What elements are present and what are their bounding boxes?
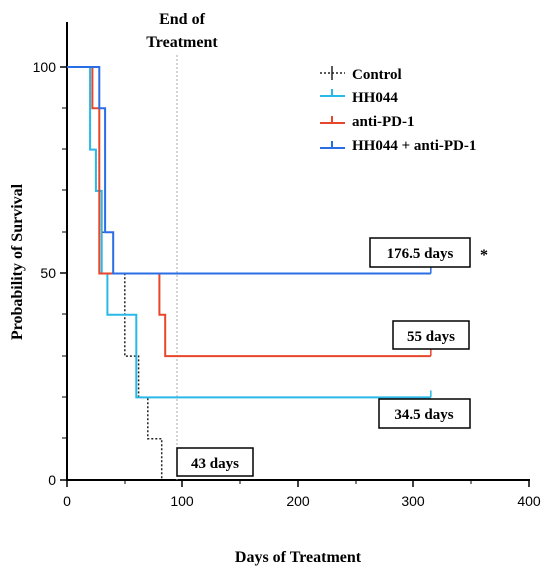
x-ticks [66, 480, 530, 487]
legend-label-anti-pd-1: anti-PD-1 [352, 114, 415, 130]
series-layer [67, 66, 432, 480]
curve-hh044-anti-pd-1 [67, 66, 431, 275]
x-tick-label-200: 200 [286, 493, 310, 509]
y-tick-label-0: 0 [48, 472, 56, 488]
legend-item-hh044-anti-pd-1: HH044 + anti-PD-1 [320, 138, 476, 154]
y-axis-title: Probability of Survival [9, 183, 26, 340]
median-label-hh044: 34.5 days [378, 398, 471, 429]
x-tick-label-100: 100 [170, 493, 194, 509]
significance-star: * [480, 247, 488, 264]
median-label-box [392, 320, 470, 350]
legend-label-hh044: HH044 [352, 90, 398, 106]
y-tick-label-50: 50 [40, 265, 56, 281]
y-tick-label-100: 100 [33, 59, 57, 75]
end-of-treatment-label-line1: End of [159, 11, 205, 28]
median-label-box [378, 398, 471, 429]
curve-anti-pd-1 [67, 66, 431, 358]
median-label-text: 43 days [191, 456, 239, 472]
median-label-hh044-anti-pd-1: 176.5 days [369, 237, 471, 268]
median-label-text: 176.5 days [387, 246, 454, 262]
legend: Control HH044 anti-PD-1 HH044 + anti-PD-… [320, 66, 476, 154]
end-of-treatment-label-line2: Treatment [146, 34, 218, 51]
legend-item-control: Control [320, 66, 402, 83]
median-label-text: 34.5 days [394, 407, 453, 423]
x-tick-label-0: 0 [63, 493, 71, 509]
median-label-box [369, 237, 471, 268]
median-label-text: 55 days [407, 329, 455, 345]
median-label-anti-pd-1: 55 days [392, 320, 470, 350]
x-tick-label-300: 300 [401, 493, 425, 509]
y-ticks [60, 66, 67, 481]
legend-item-anti-pd-1: anti-PD-1 [320, 114, 415, 130]
median-label-box [176, 447, 254, 477]
x-axis-title: Days of Treatment [235, 549, 362, 566]
legend-item-hh044: HH044 [320, 89, 398, 106]
median-label-control: 43 days [176, 447, 254, 477]
legend-label-control: Control [352, 67, 402, 83]
legend-label-hh044-anti-pd-1: HH044 + anti-PD-1 [352, 138, 476, 154]
curve-hh044 [67, 66, 431, 399]
x-tick-label-400: 400 [517, 493, 541, 509]
